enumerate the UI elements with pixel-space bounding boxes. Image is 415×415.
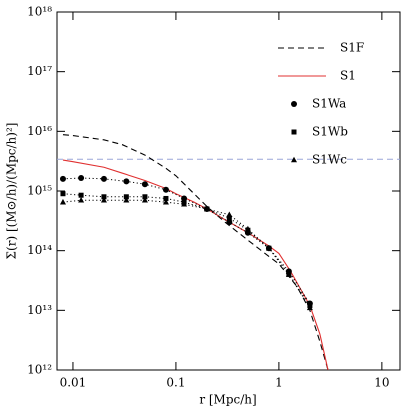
marker [100, 175, 107, 182]
plot-frame [56, 11, 401, 371]
marker [59, 198, 66, 205]
marker [60, 191, 66, 197]
x-axis-label: r [Mpc/h] [199, 393, 256, 407]
marker [226, 215, 232, 221]
marker [203, 205, 210, 212]
legend-label: S1F [340, 41, 364, 55]
marker [244, 225, 251, 232]
y-tick-label: 10¹⁷ [27, 64, 52, 78]
marker [78, 196, 85, 203]
marker [78, 192, 84, 198]
marker [141, 181, 148, 188]
series-line [62, 193, 311, 306]
marker [226, 211, 233, 218]
legend-label: S1 [340, 69, 356, 83]
x-tick-label: 0.1 [166, 376, 185, 390]
marker [265, 244, 272, 251]
legend-label: S1Wc [312, 153, 347, 167]
marker [163, 195, 169, 201]
marker [285, 271, 292, 277]
x-tick-label: 1 [275, 376, 283, 390]
y-tick-label: 10¹⁵ [27, 184, 52, 198]
marker [181, 200, 188, 207]
legend-marker [291, 129, 297, 135]
marker [123, 194, 129, 200]
marker [78, 175, 85, 182]
y-tick-label: 10¹² [27, 363, 52, 377]
y-tick-label: 10¹⁸ [27, 5, 52, 19]
marker [306, 304, 313, 311]
marker [123, 178, 130, 185]
series-line [62, 134, 329, 370]
y-tick-label: 10¹⁶ [27, 124, 52, 138]
y-axis-label: Σ(r) [(M⊙/h)/(Mpc/h)²] [5, 123, 19, 260]
marker [142, 194, 148, 200]
legend-label: S1Wa [312, 97, 346, 111]
series-line [62, 199, 311, 309]
marker [100, 196, 107, 203]
y-tick-label: 10¹⁴ [27, 243, 52, 257]
legend-marker [291, 156, 297, 163]
marker [141, 196, 148, 203]
x-tick-label: 0.01 [60, 376, 87, 390]
legend-marker [291, 101, 297, 107]
plot-area [57, 134, 400, 370]
marker [162, 198, 169, 205]
marker [162, 186, 169, 193]
legend-label: S1Wb [312, 125, 348, 139]
marker [59, 175, 66, 182]
marker [123, 196, 130, 203]
series-line [62, 159, 329, 370]
marker [101, 194, 107, 200]
y-tick-label: 10¹³ [27, 303, 52, 317]
x-tick-label: 10 [374, 376, 389, 390]
